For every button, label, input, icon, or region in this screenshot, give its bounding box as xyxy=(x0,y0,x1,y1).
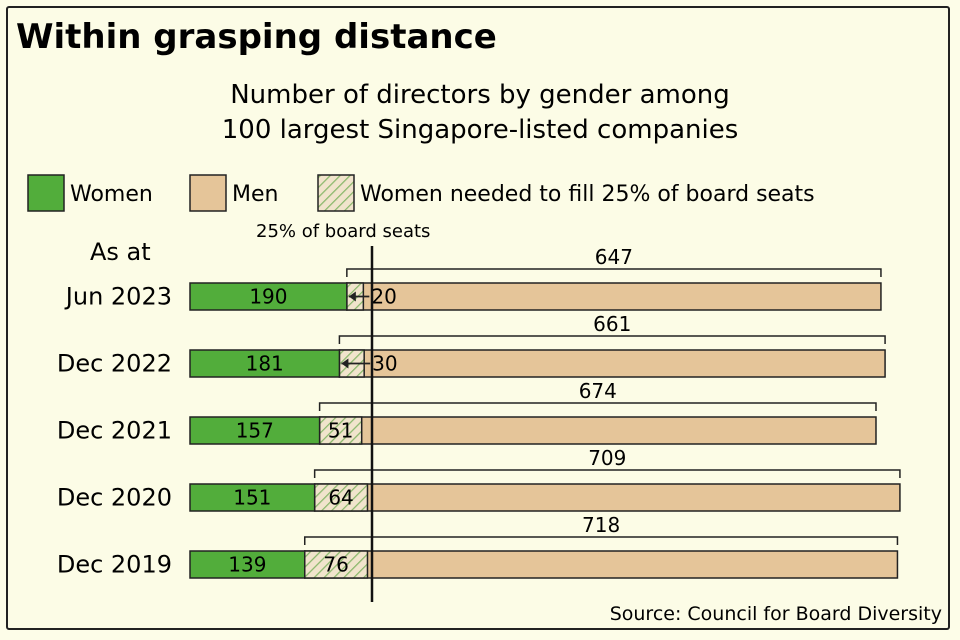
bar-women xyxy=(189,550,306,579)
legend-swatch-needed xyxy=(317,174,355,212)
value-label-women: 190 xyxy=(249,285,287,309)
legend-swatch-men xyxy=(189,174,227,212)
needed-arrowhead xyxy=(341,358,349,369)
value-label-men: 647 xyxy=(595,245,633,269)
value-label-needed: 30 xyxy=(372,352,397,376)
legend-swatch-women xyxy=(27,174,65,212)
chart-subtitle-line2: 100 largest Singapore-listed companies xyxy=(222,115,739,145)
needed-arrowhead xyxy=(348,291,356,302)
value-label-women: 139 xyxy=(228,553,266,577)
bar-women xyxy=(189,349,341,378)
value-label-men: 709 xyxy=(588,446,626,470)
value-label-needed: 20 xyxy=(371,285,396,309)
value-label-men: 661 xyxy=(593,312,631,336)
bar-men xyxy=(318,416,877,445)
value-label-men: 718 xyxy=(582,513,620,537)
legend-label-women: Women xyxy=(70,182,153,207)
bar-men xyxy=(346,282,882,311)
chart-subtitle-line1: Number of directors by gender among xyxy=(230,80,730,110)
men-bracket xyxy=(318,402,877,411)
value-label-needed: 76 xyxy=(323,553,348,577)
legend-label-men: Men xyxy=(232,182,278,207)
chart-title: Within grasping distance xyxy=(16,17,497,57)
bar-women xyxy=(189,416,321,445)
as-at-label: As at xyxy=(90,238,151,266)
source-note: Source: Council for Board Diversity xyxy=(610,603,942,625)
bar-men xyxy=(338,349,886,378)
bar-needed xyxy=(313,483,369,512)
value-label-women: 181 xyxy=(246,352,284,376)
value-label-women: 157 xyxy=(236,419,274,443)
men-bracket xyxy=(303,536,899,545)
category-label: Jun 2023 xyxy=(64,283,172,311)
men-bracket xyxy=(338,335,886,344)
bar-women xyxy=(189,483,316,512)
value-label-women: 151 xyxy=(233,486,271,510)
men-bracket xyxy=(346,268,882,277)
category-label: Dec 2022 xyxy=(57,350,172,378)
category-label: Dec 2021 xyxy=(57,417,172,445)
bars-group: Jun 2023 190 20 647 Dec 2022 181 30 661 Dec 2021… xyxy=(57,245,901,579)
legend: Women Men Women needed to fill 25% of bo… xyxy=(27,174,815,212)
reference-line-label: 25% of board seats xyxy=(256,221,430,242)
chart-frame xyxy=(6,6,950,630)
value-label-men: 674 xyxy=(579,379,617,403)
value-label-needed: 64 xyxy=(328,486,353,510)
value-label-needed: 51 xyxy=(328,419,353,443)
bar-women xyxy=(189,282,348,311)
category-label: Dec 2020 xyxy=(57,484,172,512)
bar-needed xyxy=(318,416,363,445)
men-bracket xyxy=(313,469,901,478)
bar-men xyxy=(303,550,899,579)
bar-men xyxy=(313,483,901,512)
legend-label-needed: Women needed to fill 25% of board seats xyxy=(360,182,815,207)
category-label: Dec 2019 xyxy=(57,551,172,579)
